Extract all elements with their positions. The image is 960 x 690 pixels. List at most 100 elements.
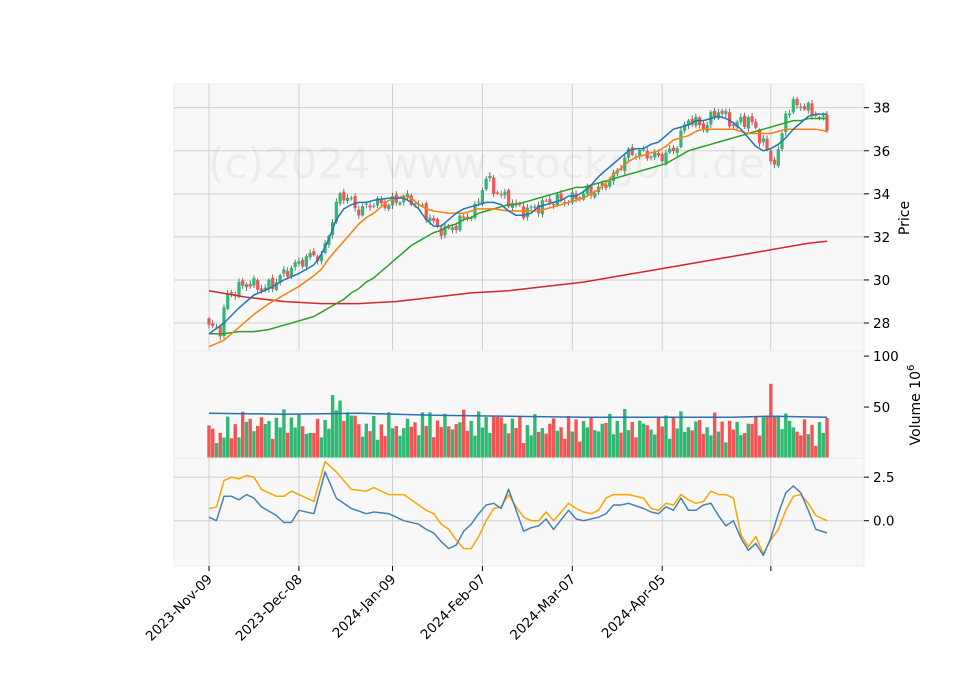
volume-bar (345, 412, 350, 458)
volume-bar (608, 413, 612, 458)
candle-body (540, 200, 544, 215)
volume-bar (495, 416, 500, 458)
volume-bar (379, 424, 383, 458)
volume-bar (207, 425, 211, 458)
candle-body (522, 206, 526, 219)
volume-average-line (208, 412, 828, 418)
volume-bar (420, 412, 425, 458)
candle-body (825, 114, 829, 131)
volume-bar (574, 419, 578, 458)
candle-body (765, 138, 769, 151)
volume-bar (304, 433, 309, 458)
volume-axis-label: Volume 106 (906, 365, 924, 446)
candle-body (720, 110, 724, 114)
candle-body (750, 116, 754, 123)
candle-body (338, 193, 342, 204)
candle-body (675, 148, 679, 153)
volume-bar (660, 426, 664, 458)
ma-200-line (208, 240, 828, 305)
volume-bar (795, 431, 799, 458)
volume-bar (375, 439, 380, 458)
candle-body (769, 150, 773, 162)
candle-body (454, 225, 458, 231)
volume-bar (338, 400, 342, 458)
candle-body (649, 156, 653, 158)
candle-body (570, 192, 574, 203)
volume-bar (432, 437, 436, 458)
candle-body (799, 106, 803, 108)
volume-bar (241, 411, 245, 458)
volume-bar (461, 409, 466, 458)
candle-body (683, 124, 687, 131)
volume-bar (510, 418, 515, 458)
volume-bar (615, 420, 619, 458)
candle-body (353, 196, 357, 209)
candle-body (428, 217, 432, 222)
volume-bar (776, 415, 781, 458)
volume-bar (233, 424, 237, 458)
candle-body (555, 194, 559, 205)
candle-body (544, 200, 548, 202)
volume-bar (469, 420, 473, 458)
volume-bar (578, 441, 582, 458)
candle-body (776, 149, 780, 166)
candle-body (679, 130, 683, 147)
candle-body (409, 195, 413, 205)
candle-body (660, 153, 664, 162)
candle-body (503, 191, 507, 196)
candle-body (791, 99, 795, 113)
candle-body (387, 204, 391, 209)
candle-body (241, 280, 245, 286)
volume-bar (402, 428, 406, 458)
volume-bar (435, 420, 440, 458)
volume-bar (724, 442, 728, 458)
candle-body (432, 218, 436, 221)
candle-body (334, 201, 338, 222)
volume-bar (274, 417, 279, 458)
volume-bar (653, 434, 657, 458)
candle-body (439, 227, 443, 236)
oscillator-axis: 0.0 2.5 (864, 470, 894, 530)
candle-body (690, 118, 694, 125)
candle-body (619, 168, 623, 170)
volume-tick-label: 100 (873, 349, 899, 365)
oscillator-tick-label: 0.0 (873, 514, 894, 530)
volume-bar (282, 409, 286, 458)
candle-body (626, 148, 631, 158)
candle-body (267, 279, 271, 289)
candle-body (664, 152, 668, 163)
volume-bar (548, 423, 552, 458)
candle-body (507, 189, 511, 207)
candle-body (364, 203, 368, 205)
candle-body (488, 175, 492, 179)
candle-body (641, 149, 646, 151)
volume-bar (424, 425, 428, 458)
volume-bar (802, 419, 807, 458)
volume-bar (342, 420, 346, 458)
candle-body (810, 103, 814, 117)
candle-body (402, 197, 406, 203)
price-axis: 28 30 32 34 36 38 (864, 101, 890, 332)
candle-body (724, 111, 728, 114)
candle-body (731, 124, 735, 126)
price-tick-label: 32 (873, 230, 890, 246)
candle-body (795, 98, 799, 106)
volume-bar (368, 431, 372, 458)
volume-bar (780, 429, 784, 458)
volume-bar (447, 426, 451, 458)
candle-body (559, 193, 563, 201)
oscillator-grid (174, 458, 864, 566)
x-tick-label: 2023-Dec-08 (233, 572, 306, 645)
volume-bar (390, 428, 395, 458)
volume-bar (709, 435, 713, 458)
volume-bar (297, 414, 301, 458)
candle-body (413, 203, 417, 205)
candle-body (229, 292, 234, 294)
volume-bar (357, 424, 361, 458)
candle-body (372, 205, 376, 207)
ma-mid-line (208, 128, 828, 348)
volume-bar (697, 419, 702, 458)
volume-bar (387, 412, 391, 458)
candle-body (608, 180, 612, 187)
volume-bar (806, 434, 810, 458)
